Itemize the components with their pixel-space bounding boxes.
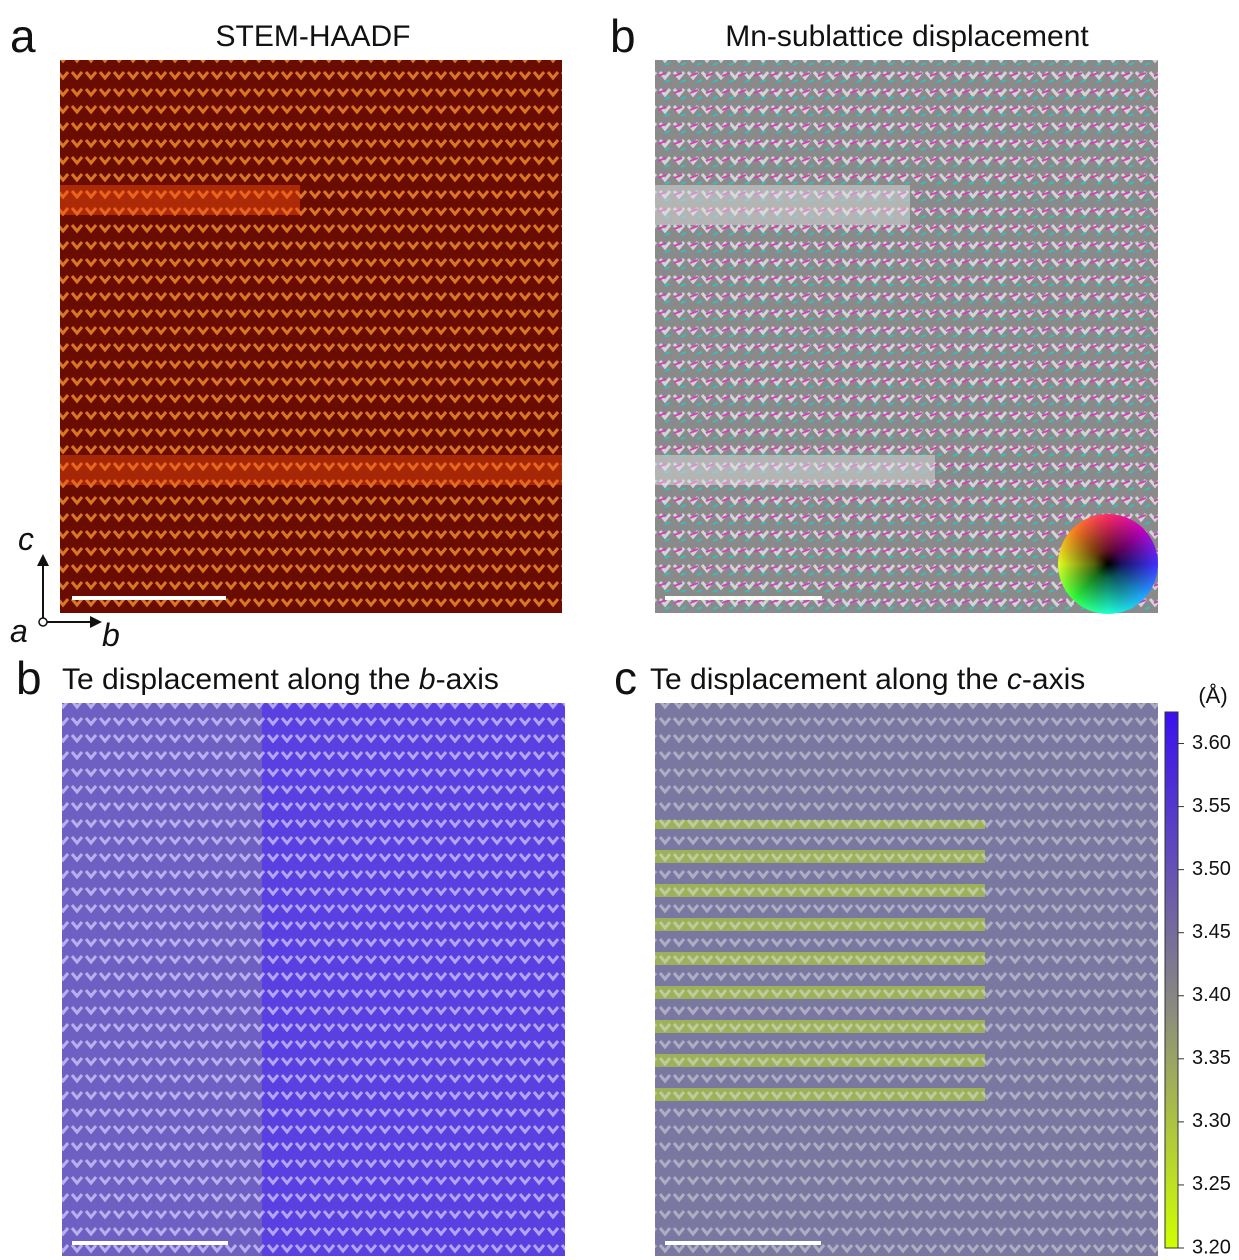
panel-label: b <box>16 652 42 704</box>
panel-title: Te displacement along the b-axis <box>62 663 499 696</box>
axis-label: b <box>102 617 120 653</box>
title-part: Te displacement along the <box>650 663 1007 696</box>
colorbar-ticks: 3.60 3.55 3.50 3.45 3.40 3.35 3.30 3.25 3.20 <box>1178 732 1231 1258</box>
panel-title: Mn-sublattice displacement <box>725 20 1089 53</box>
colorbar-tick-label: 3.30 <box>1192 1110 1231 1132</box>
colorbar <box>1164 711 1179 1249</box>
colorbar-unit: (Å) <box>1198 683 1227 708</box>
axis-label: c <box>18 521 34 557</box>
colorbar-tick-label: 3.45 <box>1192 921 1231 943</box>
panel-title: Te displacement along the c-axis <box>650 663 1085 696</box>
colorbar-tick-label: 3.60 <box>1192 732 1231 754</box>
panel-label: a <box>10 10 36 62</box>
panel-te-c <box>655 703 1158 1256</box>
axis-label: a <box>10 613 28 649</box>
colorbar-tick-label: 3.20 <box>1192 1236 1231 1258</box>
title-part: -axis <box>436 663 499 696</box>
panel-title: STEM-HAADF <box>216 20 411 53</box>
colorbar-tick-label: 3.40 <box>1192 984 1231 1006</box>
panel-a <box>60 60 562 613</box>
colorbar-tick-label: 3.50 <box>1192 858 1231 880</box>
colorbar-tick-label: 3.55 <box>1192 795 1231 817</box>
title-part: -axis <box>1022 663 1085 696</box>
title-part: b <box>419 663 436 696</box>
panel-b <box>655 60 1158 613</box>
title-part: c <box>1007 663 1022 696</box>
panel-label: c <box>614 652 637 704</box>
panel-label: b <box>610 10 636 62</box>
title-part: Te displacement along the <box>62 663 419 696</box>
panel-te-b <box>62 703 565 1256</box>
color-wheel <box>1058 514 1158 614</box>
colorbar-tick-label: 3.25 <box>1192 1173 1231 1195</box>
axis-indicator: c a b <box>10 521 120 653</box>
colorbar-tick-label: 3.35 <box>1192 1047 1231 1069</box>
